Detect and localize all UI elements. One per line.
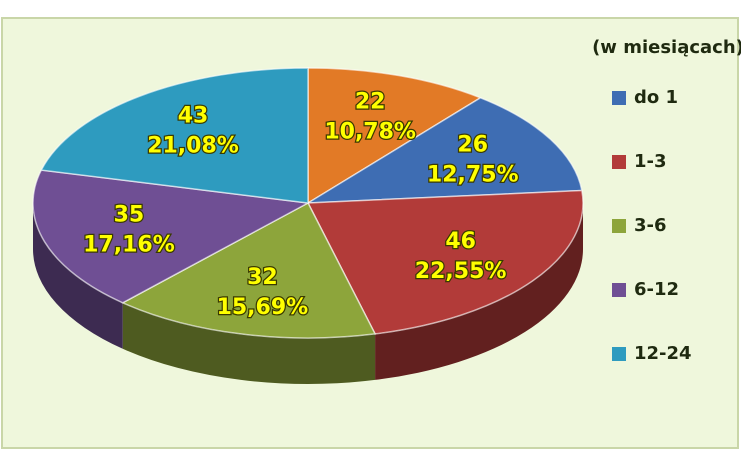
slice — [121, 201, 377, 339]
slice — [307, 67, 483, 205]
slice — [307, 96, 583, 204]
legend-label: 1-3 — [634, 151, 667, 172]
legend-title: (w miesiącach) — [592, 37, 741, 58]
legend-label: do 1 — [634, 87, 678, 108]
data-label: 22 — [355, 89, 386, 114]
slice-side — [122, 302, 376, 384]
tops — [32, 67, 584, 339]
percent-label: 12,75% — [427, 163, 519, 188]
sides — [33, 203, 583, 384]
legend-swatch — [612, 155, 626, 169]
data-label: 32 — [247, 265, 278, 290]
percent-label: 21,08% — [147, 134, 239, 159]
slice — [306, 189, 584, 335]
legend-swatch — [612, 347, 626, 361]
legend-label: 3-6 — [634, 215, 667, 236]
percent-label: 10,78% — [324, 119, 416, 144]
data-label: 26 — [457, 133, 488, 158]
legend-label: 6-12 — [634, 279, 679, 300]
slice — [32, 169, 311, 304]
percent-label: 22,55% — [415, 259, 507, 284]
percent-label: 15,69% — [217, 295, 309, 320]
legend-swatch — [612, 283, 626, 297]
data-label: 46 — [445, 229, 476, 254]
legend-label: 12-24 — [634, 343, 692, 364]
slice-side — [375, 203, 583, 380]
labels: 22 10,78% 26 12,75% 46 22,55% 32 15,69% 35 17,16%… — [82, 88, 520, 321]
legend-swatch — [612, 219, 626, 233]
slice-side — [33, 203, 123, 349]
percent-label: 17,16% — [83, 232, 175, 257]
legend-swatch — [612, 91, 626, 105]
data-label: 35 — [114, 202, 145, 227]
slice — [40, 67, 309, 204]
data-label: 43 — [178, 104, 209, 129]
